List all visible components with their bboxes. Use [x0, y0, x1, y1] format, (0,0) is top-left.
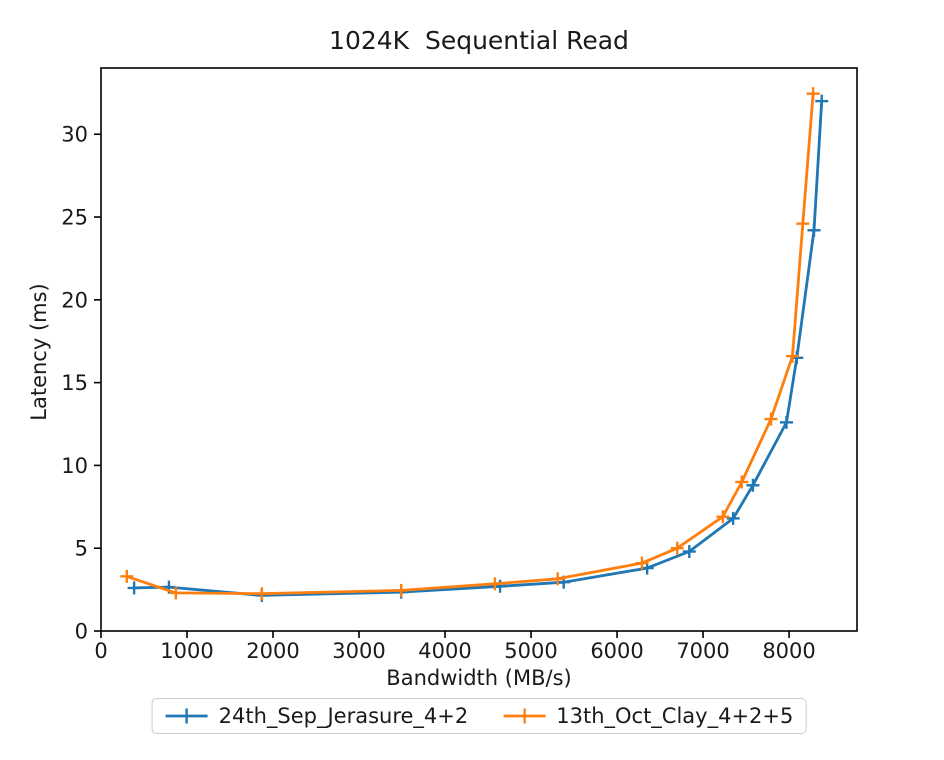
series-line-1 [125, 92, 815, 596]
x-tick-label: 3000 [332, 639, 385, 663]
legend-item-clay: 13th_Oct_Clay_4+2+5 [502, 704, 793, 728]
y-tick-label: 25 [61, 206, 88, 230]
legend-label-jerasure: 24th_Sep_Jerasure_4+2 [218, 704, 469, 728]
legend-line-plus-icon [165, 708, 208, 724]
x-tick-label: 0 [94, 639, 107, 663]
legend: 24th_Sep_Jerasure_4+2 13th_Oct_Clay_4+2+… [151, 698, 807, 734]
legend-item-jerasure: 24th_Sep_Jerasure_4+2 [165, 704, 469, 728]
y-tick-label: 15 [61, 371, 88, 395]
y-tick-label: 20 [61, 288, 88, 312]
x-tick-label: 5000 [504, 639, 557, 663]
y-tick-label: 30 [61, 123, 88, 147]
legend-line-plus-icon [503, 708, 546, 724]
y-tick-label: 0 [75, 620, 88, 644]
x-tick-label: 4000 [418, 639, 471, 663]
chart-title: 1024K Sequential Read [329, 26, 629, 55]
legend-label-clay: 13th_Oct_Clay_4+2+5 [556, 704, 794, 728]
plot-border [100, 67, 858, 632]
x-tick-label: 8000 [762, 639, 815, 663]
x-tick-label: 2000 [246, 639, 299, 663]
x-axis-label: Bandwidth (MB/s) [386, 666, 572, 690]
y-axis-label: Latency (ms) [27, 283, 51, 421]
series-line-0 [132, 99, 824, 597]
y-tick-label: 10 [61, 454, 88, 478]
x-tick-label: 6000 [590, 639, 643, 663]
y-tick-label: 5 [75, 537, 88, 561]
x-tick-label: 7000 [676, 639, 729, 663]
x-tick-label: 1000 [160, 639, 213, 663]
